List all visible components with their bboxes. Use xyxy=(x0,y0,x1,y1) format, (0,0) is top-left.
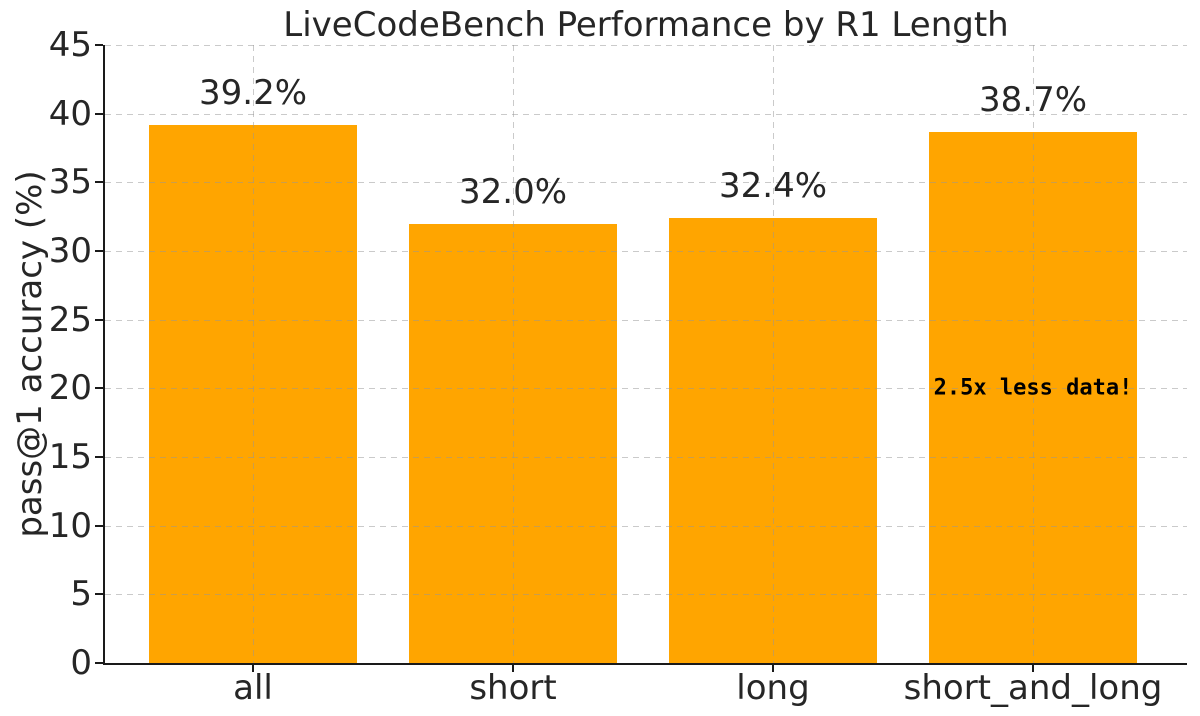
x-tick-label: long xyxy=(736,668,810,708)
bar-value-label: 32.4% xyxy=(718,166,828,207)
y-tick-mark xyxy=(95,387,103,390)
y-tick-label: 45 xyxy=(48,25,92,65)
gridline-vertical xyxy=(513,45,514,663)
plot-area: 2.5x less data! 39.2% 32.0% 32.4% 38.7% xyxy=(103,45,1187,665)
x-tick-mark xyxy=(772,665,774,672)
gridline-horizontal xyxy=(105,182,1187,184)
gridline-horizontal xyxy=(105,525,1187,527)
gridline-horizontal xyxy=(105,45,1187,46)
y-tick-mark xyxy=(95,318,103,321)
chart-title: LiveCodeBench Performance by R1 Length xyxy=(283,5,1009,45)
gridline-horizontal xyxy=(105,594,1187,596)
x-tick-label: all xyxy=(233,668,273,708)
bar-value-label: 39.2% xyxy=(198,72,308,113)
gridline-horizontal xyxy=(105,251,1187,252)
bar-value-label: 38.7% xyxy=(978,79,1088,120)
gridline-vertical xyxy=(773,45,774,663)
y-tick-mark xyxy=(95,662,103,664)
y-tick-label: 5 xyxy=(70,574,92,615)
gridline-horizontal xyxy=(105,113,1187,115)
bar-value-label: 32.0% xyxy=(458,171,568,212)
y-tick-mark xyxy=(95,456,103,458)
y-tick-mark xyxy=(95,524,103,527)
gridline-vertical xyxy=(1033,45,1034,663)
gridline-vertical xyxy=(253,45,254,663)
y-tick-label: 15 xyxy=(48,437,92,477)
y-tick-mark xyxy=(95,112,103,115)
y-tick-label: 10 xyxy=(48,505,92,546)
y-tick-label: 0 xyxy=(70,643,92,683)
y-tick-mark xyxy=(95,181,103,184)
x-tick-mark xyxy=(512,665,514,672)
x-tick-label: short xyxy=(469,668,557,708)
y-tick-label: 40 xyxy=(48,93,92,134)
x-tick-mark xyxy=(1032,665,1034,672)
gridline-horizontal xyxy=(105,457,1187,458)
bar-annotation: 2.5x less data! xyxy=(933,375,1133,401)
y-tick-label: 20 xyxy=(48,368,92,409)
x-tick-mark xyxy=(252,665,254,672)
y-tick-label: 25 xyxy=(48,299,92,340)
y-tick-mark xyxy=(95,44,103,46)
x-tick-label: short_and_long xyxy=(903,668,1163,708)
y-tick-label: 30 xyxy=(48,231,92,271)
y-tick-label: 35 xyxy=(48,162,92,203)
gridline-horizontal xyxy=(105,319,1187,321)
y-tick-mark xyxy=(95,593,103,596)
y-tick-mark xyxy=(95,250,103,252)
y-axis-label: pass@1 accuracy (%) xyxy=(10,170,50,538)
gridline-horizontal xyxy=(105,388,1187,390)
